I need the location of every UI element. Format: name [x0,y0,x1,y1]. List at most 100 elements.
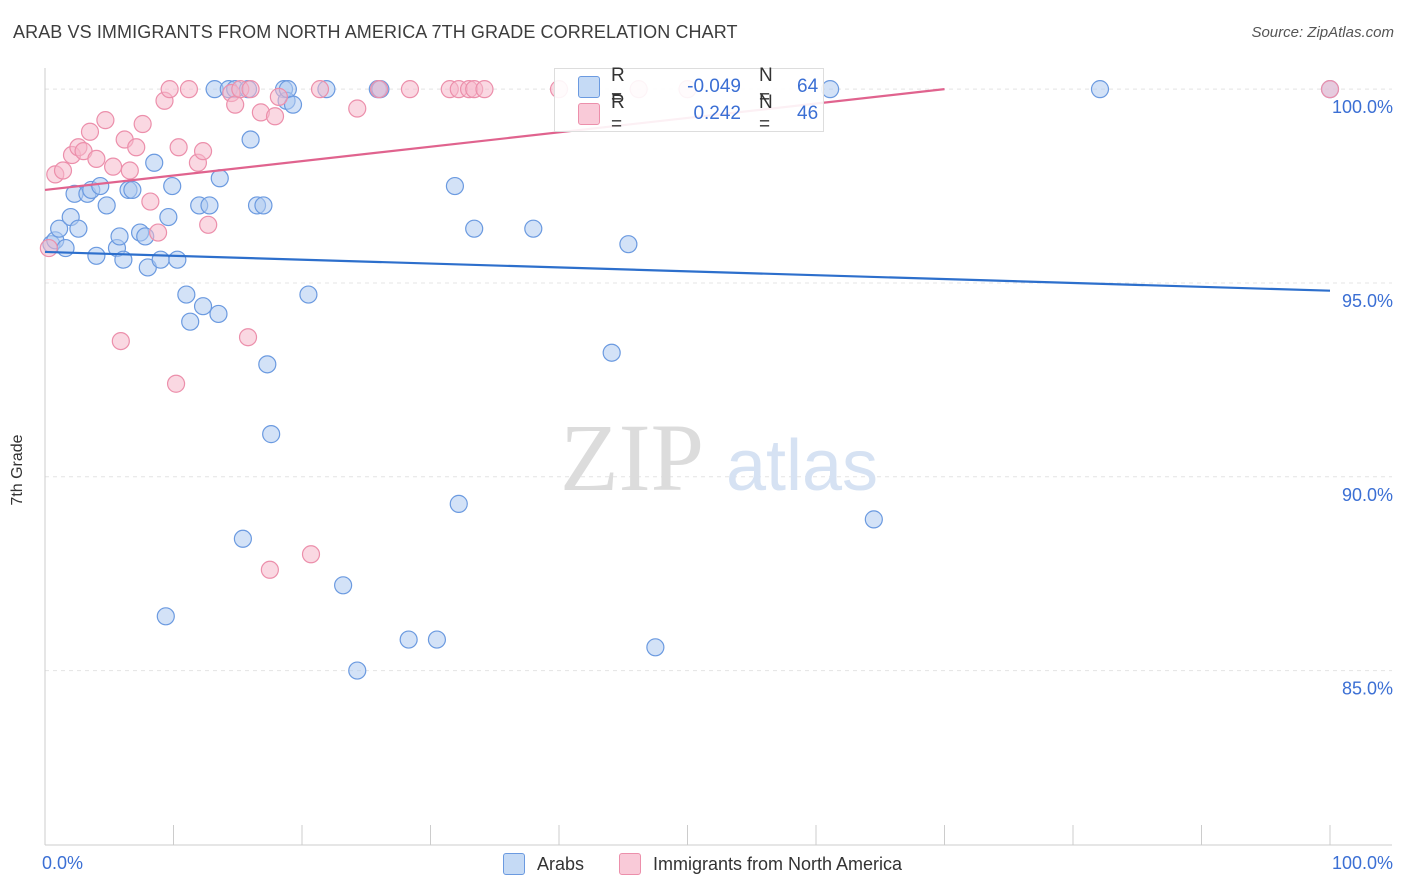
immigrant-point [310,80,330,99]
legend-n-label: N = [759,92,773,135]
arab-point [465,219,484,238]
legend-r-label: R = [611,65,625,108]
arab-point [50,219,69,238]
immigrant-point [133,114,152,134]
arab-point [821,80,840,99]
legend-r-value: 0.242 [693,103,741,124]
arab-point [193,297,213,316]
immigrant-point [400,80,420,99]
legend-n-value: 64 [797,76,819,97]
legend-n-label: N = [759,65,773,108]
arab-point [145,153,164,172]
immigrant-point [39,238,58,258]
immigrant-point [104,157,123,176]
immigrant-point [179,80,199,99]
bottom-legend-label-immigrants: Immigrants from North America [653,853,903,874]
arab-point [151,250,170,269]
arab-point [427,630,447,649]
immigrant-point [53,161,73,180]
arab-point [177,285,196,304]
bottom-legend-immigrants: Immigrants from North America [619,852,902,876]
chart-title: ARAB VS IMMIGRANTS FROM NORTH AMERICA 7T… [13,22,738,42]
arab-point [168,250,187,269]
immigrant-point [111,331,130,351]
immigrant-point [120,161,139,180]
y-tick-label: 85.0% [1342,679,1393,699]
arab-point [56,238,75,258]
immigrant-point [226,95,245,114]
immigrant-point [241,80,260,99]
arab-point [524,219,543,238]
immigrant-point [269,87,288,106]
arab-point [87,246,106,265]
y-tick-label: 90.0% [1342,485,1393,505]
arab-point [210,169,229,188]
immigrant-point [265,107,285,126]
arab-point [334,576,353,595]
stats-legend: R = -0.049 N = 64 R = 0.242 N = 46 [554,65,824,135]
immigrant-point [199,215,218,234]
immigrant-point [148,223,168,242]
arab-point [181,312,200,331]
arab-point [262,425,281,444]
watermark-zip: ZIP [560,404,704,511]
arab-point [97,196,116,215]
legend-n-value: 46 [797,103,819,124]
y-tick-label: 100.0% [1332,97,1393,117]
arab-point [602,343,621,362]
arab-trend-line [44,250,1331,292]
arab-point [123,180,142,200]
axes [44,68,1392,846]
immigrant-point [348,99,367,118]
immigrant-point [127,138,146,157]
immigrant-point [301,545,321,564]
arab-point [864,510,883,529]
arab-point [254,196,273,215]
legend-r-value: -0.049 [687,76,741,97]
y-tick-label: 95.0% [1342,291,1393,311]
arab-point [258,355,277,374]
legend-swatch-arabs [578,76,600,98]
arab-point [233,529,252,548]
immigrant-point [141,192,160,211]
immigrant-point [160,80,179,99]
arab-point [159,207,178,227]
tick-labels: 100.0% 95.0% 90.0% 85.0% 0.0% 100.0% [42,97,1393,873]
arab-point [110,227,129,246]
arab-point [646,638,665,657]
arab-point [619,235,638,254]
arab-point [283,95,303,114]
immigrant-point [80,122,100,141]
arab-point [156,607,175,626]
watermark-atlas: atlas [726,426,878,506]
legend-r-label: R = [611,92,625,135]
immigrant-point [96,111,115,130]
x-tick-label-min: 0.0% [42,853,83,873]
bottom-legend-arabs: Arabs [503,852,584,876]
grid-lines [45,88,1392,672]
arab-point [241,130,260,149]
immigrant-point [1320,80,1340,99]
bottom-legend-swatch-immigrants [619,853,641,875]
data-points [39,80,1340,680]
source-label: Source: ZipAtlas.com [1251,24,1394,41]
arab-point [69,219,88,238]
immigrant-point [169,138,188,157]
arab-point [445,176,465,196]
arab-point [348,661,367,680]
legend-swatch-immigrants [578,103,600,125]
arab-point [399,630,418,649]
immigrant-point [193,142,213,161]
arab-point [1090,80,1110,99]
arab-point [209,304,228,324]
immigrant-point [475,80,494,99]
arab-point [449,494,468,513]
arab-point [200,196,219,215]
immigrant-point [87,149,106,169]
immigrant-point [238,328,258,347]
arab-point [91,176,110,196]
bottom-legend-label-arabs: Arabs [537,853,585,874]
x-tick-label-max: 100.0% [1332,853,1393,873]
immigrant-point [166,374,186,393]
